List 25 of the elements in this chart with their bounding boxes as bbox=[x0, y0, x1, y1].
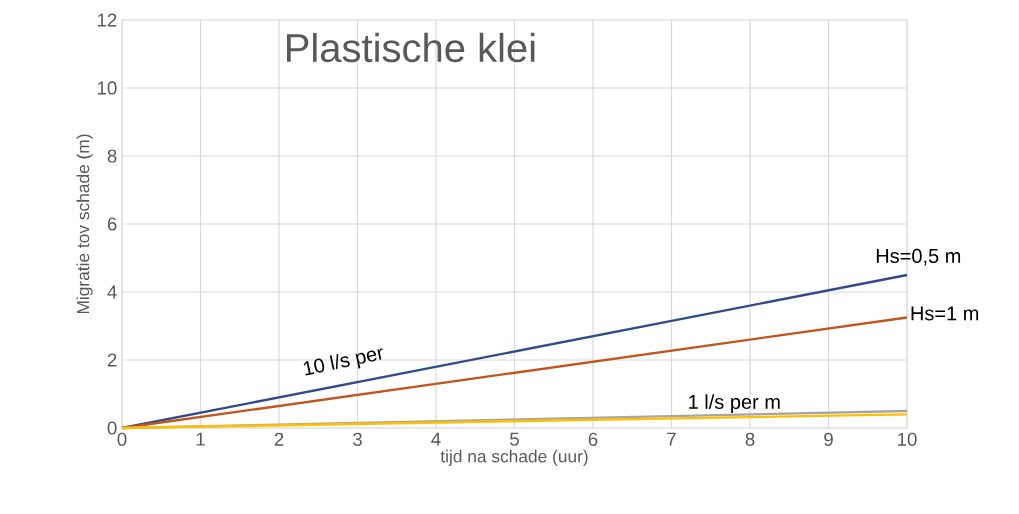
x-tick-label: 5 bbox=[510, 432, 519, 446]
y-tick-label: 2 bbox=[107, 353, 117, 367]
series-label: Hs=0,5 m bbox=[876, 248, 961, 266]
y-tick-label: 8 bbox=[107, 149, 117, 163]
x-tick-label: 9 bbox=[824, 432, 833, 446]
x-tick-label: 1 bbox=[196, 432, 205, 446]
y-tick-label: 0 bbox=[107, 421, 117, 435]
y-tick-label: 6 bbox=[107, 217, 117, 231]
x-tick-label: 7 bbox=[667, 432, 676, 446]
y-tick-label: 12 bbox=[97, 13, 117, 27]
x-tick-label: 2 bbox=[274, 432, 284, 446]
chart-title: Plastische klei bbox=[287, 32, 535, 63]
y-tick-label: 4 bbox=[107, 285, 117, 299]
y-tick-label: 10 bbox=[97, 81, 117, 95]
x-tick-label: 6 bbox=[588, 432, 598, 446]
annotation: 10 l/s per bbox=[303, 348, 383, 376]
x-tick-label: 10 bbox=[898, 432, 917, 446]
x-tick-label: 8 bbox=[745, 432, 755, 446]
y-axis-title: Migratie tov schade (m) bbox=[76, 134, 93, 314]
x-axis-title: tijd na schade (uur) bbox=[440, 449, 588, 466]
x-tick-label: 3 bbox=[353, 432, 362, 446]
series-label: Hs=1 m bbox=[911, 306, 979, 321]
x-tick-label: 0 bbox=[117, 432, 127, 446]
x-tick-label: 4 bbox=[431, 432, 441, 446]
annotation: 1 l/s per m bbox=[689, 394, 780, 413]
